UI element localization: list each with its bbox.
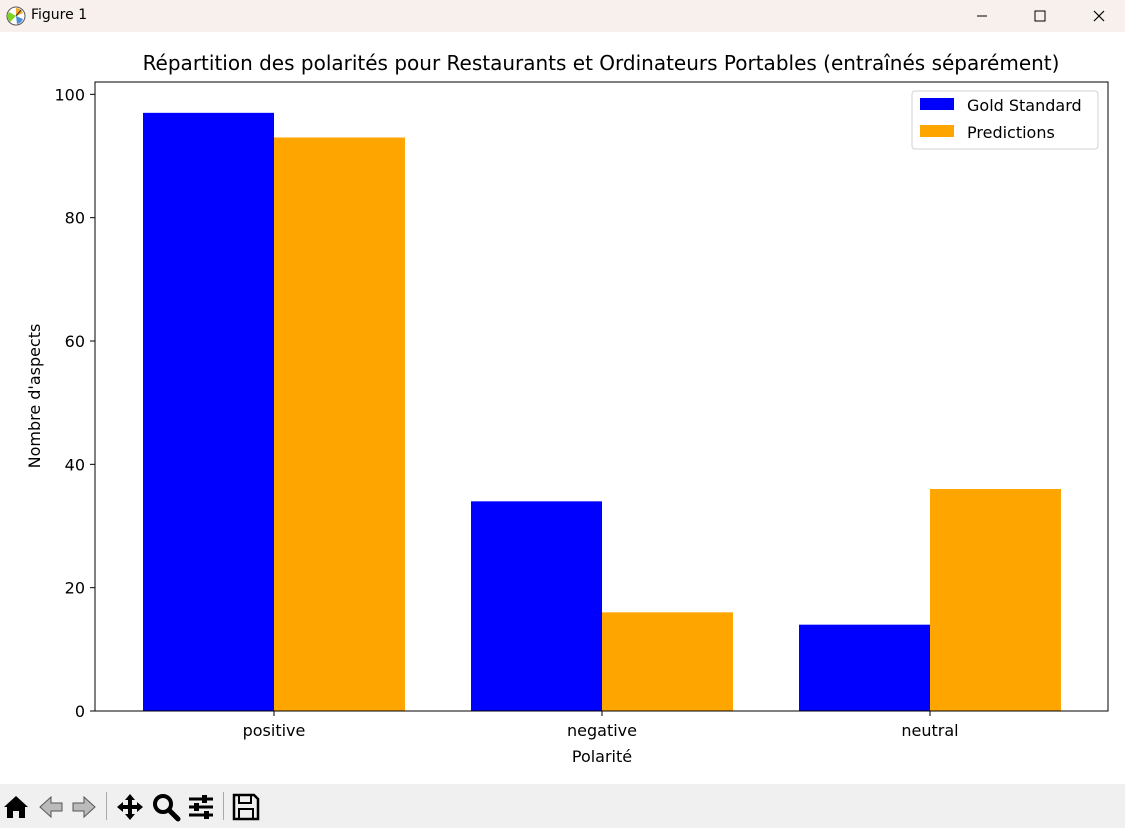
forward-icon [72, 795, 96, 819]
back-icon [39, 795, 63, 819]
toolbar-separator [223, 792, 224, 820]
bar-predictions-positive [274, 137, 405, 711]
home-icon [4, 796, 28, 818]
toolbar-separator [106, 792, 107, 820]
navigation-toolbar [0, 784, 1125, 828]
legend-label-gold-standard: Gold Standard [967, 96, 1082, 115]
matplotlib-icon [6, 6, 26, 26]
home-button[interactable] [1, 792, 31, 822]
legend: Gold Standard Predictions [911, 90, 1099, 150]
close-icon [1093, 10, 1105, 22]
legend-label-predictions: Predictions [967, 123, 1055, 142]
configure-subplots-icon [189, 795, 213, 819]
legend-swatch-gold-standard [920, 98, 954, 110]
bar-gold-standard-negative [471, 501, 602, 711]
bar-gold-standard-positive [143, 112, 274, 712]
y-tick-label: 40 [65, 455, 85, 474]
zoom-button[interactable] [151, 792, 181, 822]
figure-canvas[interactable]: Répartition des polarités pour Restauran… [0, 32, 1125, 784]
save-button[interactable] [231, 792, 261, 822]
y-tick-label: 60 [65, 332, 85, 351]
window-title: Figure 1 [31, 7, 88, 23]
y-tick-label: 80 [65, 209, 85, 228]
bar-gold-standard-neutral [799, 624, 930, 711]
back-button[interactable] [36, 792, 66, 822]
bar-predictions-neutral [930, 489, 1061, 711]
legend-frame [911, 90, 1099, 150]
maximize-icon [1034, 10, 1046, 22]
bar-predictions-negative [602, 612, 733, 711]
bar-chart: Répartition des polarités pour Restauran… [25, 51, 1109, 766]
minimize-icon [977, 15, 987, 17]
zoom-icon [153, 794, 181, 822]
bars-group [143, 112, 1061, 712]
maximize-button[interactable] [1017, 0, 1063, 32]
forward-button[interactable] [69, 792, 99, 822]
x-tick-label-negative: negative [567, 721, 637, 740]
pan-icon [117, 794, 143, 820]
y-tick-label: 20 [65, 579, 85, 598]
pan-button[interactable] [115, 792, 145, 822]
y-axis-label: Nombre d'aspects [25, 324, 44, 469]
chart-title: Répartition des polarités pour Restauran… [143, 51, 1060, 75]
y-axis: 0 20 40 60 80 100 [54, 85, 95, 721]
y-tick-label: 100 [54, 85, 85, 104]
configure-subplots-button[interactable] [186, 792, 216, 822]
title-bar: Figure 1 [0, 0, 1125, 32]
x-axis: positive negative neutral [243, 711, 959, 740]
close-button[interactable] [1076, 0, 1122, 32]
x-tick-label-neutral: neutral [901, 721, 958, 740]
x-axis-label: Polarité [572, 747, 632, 766]
save-icon [232, 793, 260, 821]
minimize-button[interactable] [959, 0, 1005, 32]
x-tick-label-positive: positive [243, 721, 306, 740]
y-tick-label: 0 [75, 702, 85, 721]
legend-swatch-predictions [920, 125, 954, 137]
